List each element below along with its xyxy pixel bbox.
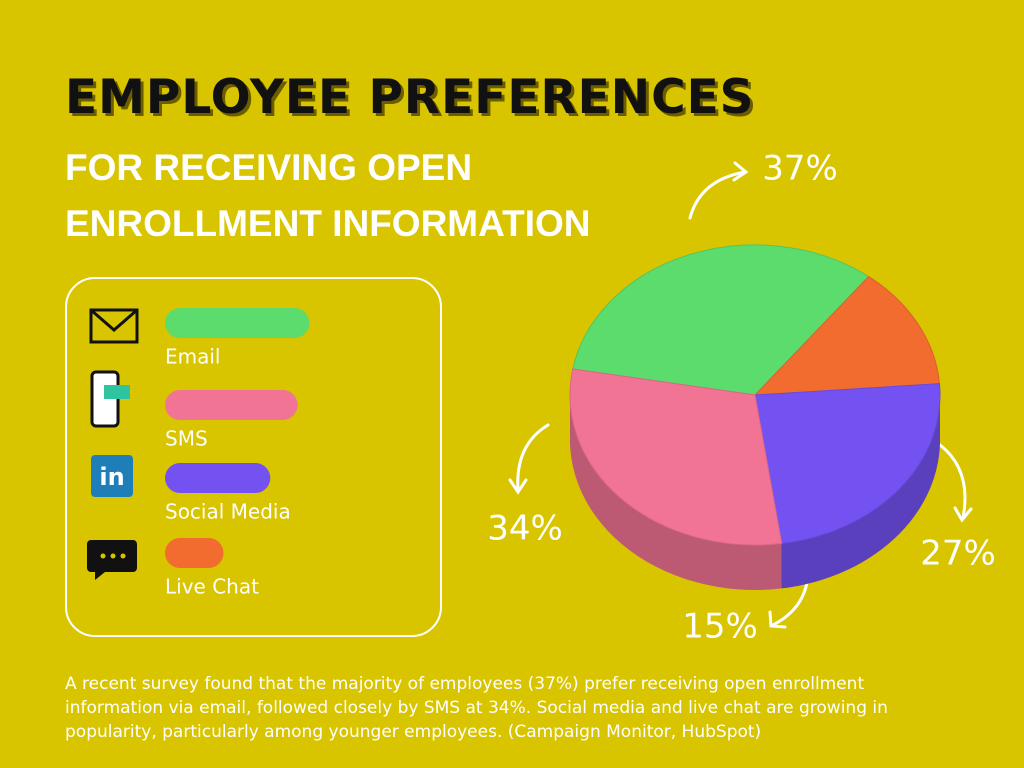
legend-bar: [165, 390, 298, 420]
legend-icons: in: [87, 308, 139, 580]
pie-slice: [569, 368, 783, 546]
chart-title: EMPLOYEE PREFERENCES: [65, 70, 755, 125]
pie-slice: [754, 383, 941, 544]
arrow-head: [508, 478, 528, 495]
chart-subtitle: FOR RECEIVING OPEN ENROLLMENT INFORMATIO…: [65, 147, 591, 244]
value-label: 27%: [920, 534, 996, 574]
legend-bar: [165, 308, 310, 338]
legend-label: Email: [165, 345, 221, 369]
email-icon: [89, 308, 139, 344]
arrow-head: [768, 610, 787, 629]
legend-bar: [165, 538, 224, 568]
email-icon-flap: [90, 308, 138, 332]
legend-label: Social Media: [165, 500, 291, 524]
description: A recent survey found that the majority …: [65, 674, 888, 742]
arrows: [508, 161, 973, 629]
pie: [569, 244, 941, 590]
legend-label: SMS: [165, 427, 208, 451]
chat-icon: [87, 540, 137, 580]
pie-slice: [753, 275, 941, 396]
sms-icon-bubble: [104, 385, 130, 399]
arrow: [938, 443, 967, 520]
value-label: 37%: [762, 149, 838, 189]
legend-label: Live Chat: [165, 575, 259, 599]
value-label: 34%: [487, 509, 563, 549]
legend-bar: [165, 463, 271, 493]
legend-box: [65, 277, 442, 637]
pie-slice: [572, 244, 870, 396]
value-label: 15%: [682, 607, 758, 647]
chat-dot: [120, 553, 126, 559]
arrow-head: [953, 506, 973, 523]
chat-dot: [100, 553, 106, 559]
arrow-head: [732, 161, 749, 182]
arrow: [688, 170, 747, 220]
linkedin-icon-text: in: [99, 463, 124, 491]
arrow: [516, 423, 550, 492]
linkedin-icon: [91, 455, 133, 497]
chat-dot: [110, 553, 116, 559]
